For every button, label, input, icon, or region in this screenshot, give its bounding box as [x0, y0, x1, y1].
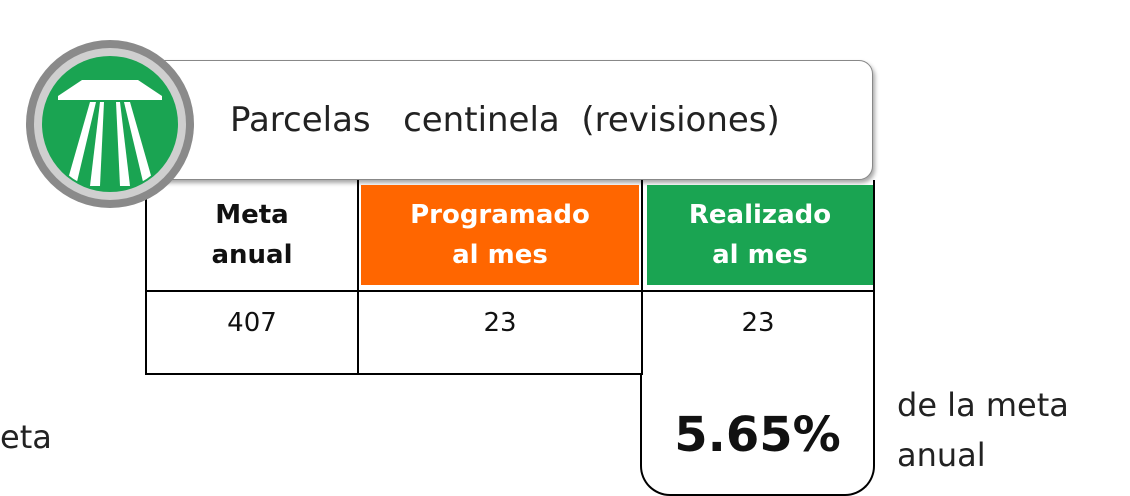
note: de la meta anual [897, 380, 1069, 480]
header-text: Programado [410, 200, 590, 230]
percentage: 5.65% [674, 406, 841, 463]
text-fragment: eta [0, 418, 52, 456]
logo-rays [58, 80, 162, 186]
table: Meta anual Programado al mes Realizado a… [145, 180, 875, 375]
title-box [150, 60, 873, 180]
header-text: al mes [452, 240, 548, 270]
note-line: de la meta [897, 386, 1069, 424]
cell: 407 [227, 307, 277, 338]
header-text: Meta [215, 200, 289, 230]
header-text: Realizado [688, 200, 832, 230]
header-cell: Programado al mes [361, 185, 639, 285]
percentage-box: 5.65% [640, 375, 875, 496]
header-text: al mes [712, 240, 808, 270]
title: Parcelas centinela (revisiones) [230, 100, 780, 140]
logo-disc [42, 56, 178, 192]
divider [641, 180, 643, 375]
divider [357, 180, 359, 375]
header-cell: Meta anual [147, 180, 357, 290]
cell: 23 [483, 307, 517, 338]
row-line [147, 373, 643, 375]
note-line: anual [897, 436, 986, 474]
cell: 23 [741, 307, 775, 338]
header-cell: Realizado al mes [647, 185, 873, 285]
row-line [147, 290, 873, 292]
logo [26, 40, 194, 208]
header-text: anual [211, 240, 293, 270]
